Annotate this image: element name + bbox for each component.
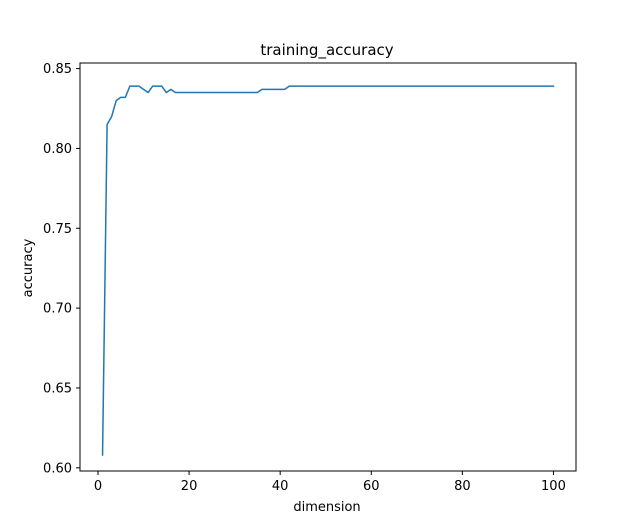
x-tick-label: 80	[454, 479, 471, 494]
chart-title: training_accuracy	[260, 41, 393, 60]
x-axis-label: dimension	[293, 500, 360, 515]
y-tick-label: 0.80	[43, 142, 72, 157]
series-line-0	[101, 85, 555, 456]
x-axis-ticks: 0 20 40 60 80 100	[94, 471, 566, 494]
y-tick-label: 0.85	[43, 62, 72, 77]
x-tick-label: 20	[181, 479, 198, 494]
y-tick-label: 0.70	[43, 302, 72, 317]
x-tick-label: 0	[94, 479, 102, 494]
y-axis-ticks: 0.60 0.65 0.70 0.75 0.80 0.85	[43, 62, 80, 476]
y-tick-label: 0.60	[43, 461, 72, 476]
y-axis-label: accuracy	[21, 238, 36, 297]
y-tick-label: 0.75	[43, 222, 72, 237]
y-tick-label: 0.65	[43, 381, 72, 396]
x-tick-label: 100	[541, 479, 566, 494]
x-tick-label: 40	[272, 479, 289, 494]
axes-frame	[79, 62, 577, 472]
plot-area	[101, 85, 555, 456]
x-tick-label: 60	[363, 479, 380, 494]
